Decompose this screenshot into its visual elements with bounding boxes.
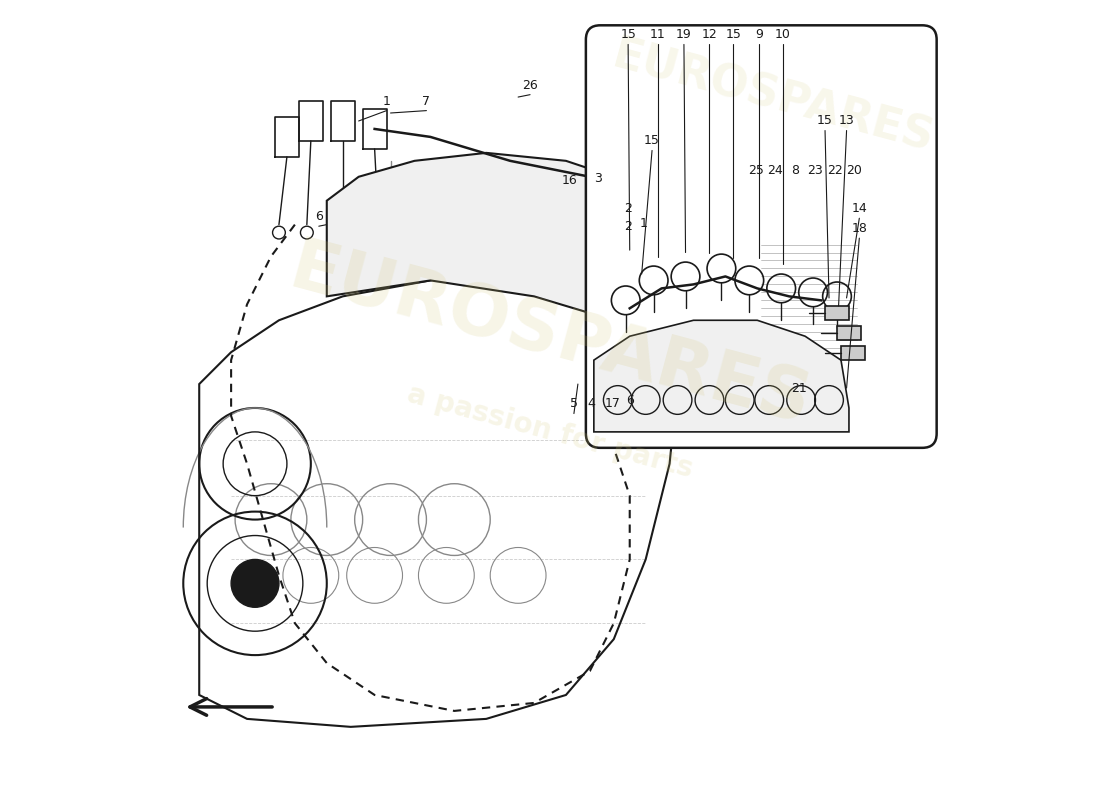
Text: 24: 24	[767, 164, 783, 177]
Circle shape	[231, 559, 279, 607]
Text: 20: 20	[847, 164, 862, 177]
Polygon shape	[327, 153, 653, 320]
Text: 1: 1	[383, 94, 390, 107]
Bar	[837, 326, 861, 340]
Circle shape	[542, 169, 558, 185]
Text: 6: 6	[315, 210, 322, 223]
Text: 22: 22	[827, 164, 844, 177]
Text: 10: 10	[774, 28, 791, 42]
Text: 8: 8	[792, 164, 800, 177]
Text: 2: 2	[624, 202, 632, 215]
Text: 26: 26	[522, 78, 538, 91]
Text: a passion for parts: a passion for parts	[404, 380, 696, 483]
Text: 4: 4	[587, 398, 595, 410]
Text: 21: 21	[791, 382, 806, 394]
Text: 6: 6	[626, 394, 634, 406]
Bar	[865, 257, 884, 304]
Text: EUROSPARES: EUROSPARES	[608, 34, 938, 161]
Text: 9: 9	[755, 28, 762, 42]
Text: 17: 17	[604, 398, 620, 410]
FancyBboxPatch shape	[586, 26, 937, 448]
Text: 13: 13	[838, 114, 855, 127]
Bar	[842, 346, 865, 360]
Text: 19: 19	[676, 28, 692, 42]
Text: 7: 7	[422, 94, 430, 107]
Circle shape	[478, 153, 494, 169]
Text: 3: 3	[594, 172, 602, 185]
Polygon shape	[734, 161, 893, 400]
Text: 25: 25	[748, 164, 763, 177]
Bar	[865, 273, 884, 336]
Text: 2: 2	[624, 220, 632, 233]
Text: 15: 15	[817, 114, 833, 127]
Text: 12: 12	[702, 28, 717, 42]
Text: EUROSPARES: EUROSPARES	[282, 234, 818, 439]
Polygon shape	[594, 320, 849, 432]
Text: 16: 16	[562, 174, 578, 187]
Text: 5: 5	[570, 398, 578, 410]
Bar	[757, 225, 861, 360]
Text: 15: 15	[645, 134, 660, 147]
Text: 15: 15	[725, 28, 741, 42]
Bar	[825, 306, 849, 320]
Text: 23: 23	[806, 164, 823, 177]
Text: 1: 1	[640, 217, 648, 230]
Text: 15: 15	[620, 28, 636, 42]
Text: 14: 14	[851, 202, 867, 215]
Bar	[754, 221, 865, 364]
Circle shape	[582, 185, 597, 201]
Text: 11: 11	[650, 28, 666, 42]
Text: 18: 18	[851, 222, 867, 235]
